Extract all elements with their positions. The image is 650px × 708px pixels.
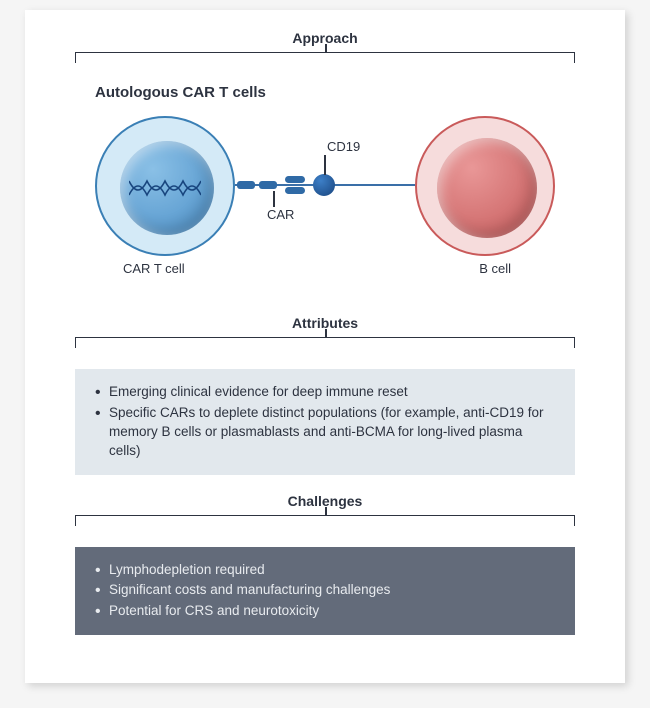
challenges-list: Lymphodepletion required Significant cos… [93, 561, 557, 622]
car-segment [237, 181, 255, 189]
list-item: Potential for CRS and neurotoxicity [93, 602, 557, 621]
cd19-leader-line [324, 155, 326, 175]
car-segment [259, 181, 277, 189]
cd19-antigen-icon [313, 174, 335, 196]
list-item: Significant costs and manufacturing chal… [93, 581, 557, 600]
list-item: Emerging clinical evidence for deep immu… [93, 383, 557, 402]
car-segment [285, 176, 305, 183]
car-leader-line [273, 191, 275, 207]
challenges-bracket [75, 515, 575, 533]
approach-bracket [75, 52, 575, 70]
challenges-box: Lymphodepletion required Significant cos… [75, 547, 575, 636]
list-item: Specific CARs to deplete distinct popula… [93, 404, 557, 461]
list-item: Lymphodepletion required [93, 561, 557, 580]
cell-diagram: CD19 CAR CAR T cell B cell [95, 111, 555, 291]
car-t-cell-label: CAR T cell [123, 261, 185, 276]
b-cell-label: B cell [479, 261, 511, 276]
b-cell-nucleus [437, 138, 537, 238]
attributes-bracket [75, 337, 575, 355]
car-label: CAR [267, 207, 294, 222]
attributes-box: Emerging clinical evidence for deep immu… [75, 369, 575, 475]
infographic-card: Approach Autologous CAR T cells CD19 CAR… [25, 10, 625, 683]
attributes-list: Emerging clinical evidence for deep immu… [93, 383, 557, 461]
dna-helix-icon [129, 177, 201, 199]
car-segment [285, 187, 305, 194]
b-cell [415, 116, 555, 256]
cd19-label: CD19 [327, 139, 360, 154]
diagram-subtitle: Autologous CAR T cells [95, 84, 595, 101]
